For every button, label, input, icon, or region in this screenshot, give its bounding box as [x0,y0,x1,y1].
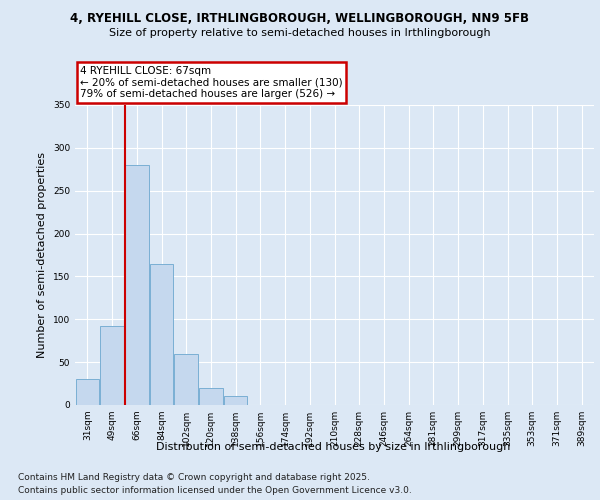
Bar [224,396,247,405]
Bar [100,326,124,405]
Bar [175,354,198,405]
Text: 4, RYEHILL CLOSE, IRTHLINGBOROUGH, WELLINGBOROUGH, NN9 5FB: 4, RYEHILL CLOSE, IRTHLINGBOROUGH, WELLI… [71,12,530,26]
Text: Distribution of semi-detached houses by size in Irthlingborough: Distribution of semi-detached houses by … [156,442,510,452]
Y-axis label: Number of semi-detached properties: Number of semi-detached properties [37,152,47,358]
Bar [76,380,99,405]
Text: 4 RYEHILL CLOSE: 67sqm
← 20% of semi-detached houses are smaller (130)
79% of se: 4 RYEHILL CLOSE: 67sqm ← 20% of semi-det… [80,66,343,99]
Bar [125,165,149,405]
Text: Contains public sector information licensed under the Open Government Licence v3: Contains public sector information licen… [18,486,412,495]
Bar [199,388,223,405]
Text: Contains HM Land Registry data © Crown copyright and database right 2025.: Contains HM Land Registry data © Crown c… [18,472,370,482]
Bar [150,264,173,405]
Text: Size of property relative to semi-detached houses in Irthlingborough: Size of property relative to semi-detach… [109,28,491,38]
